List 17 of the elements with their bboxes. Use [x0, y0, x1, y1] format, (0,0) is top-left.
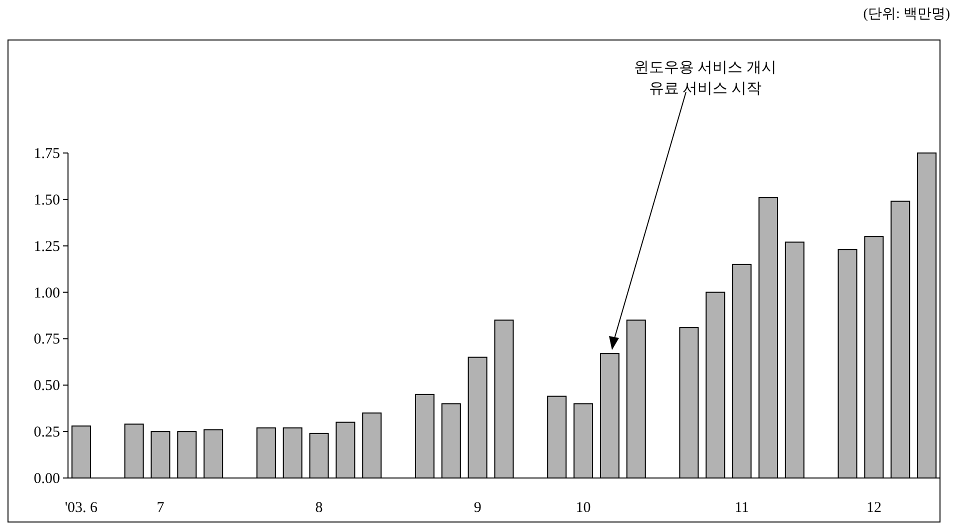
y-tick-label: 0.25 — [34, 424, 60, 441]
x-tick-label: 9 — [474, 500, 482, 516]
text: (단위: 백만명) — [863, 7, 950, 22]
y-tick-label: 1.25 — [34, 238, 60, 255]
x-tick-label: 7 — [156, 500, 165, 516]
x-tick-label: '03. 6 — [64, 500, 98, 516]
x-tick-label: 12 — [866, 500, 882, 516]
x-tick-label: 11 — [734, 500, 750, 516]
x-tick-label: 8 — [315, 500, 323, 516]
x-tick-label: 10 — [576, 500, 591, 516]
text: 윈도우용 서비스 개시 유료 서비스 시작 — [634, 60, 776, 97]
y-tick-label: 1.00 — [34, 285, 60, 302]
y-tick-label: 0.00 — [34, 471, 60, 487]
y-tick-label: 0.50 — [34, 378, 60, 394]
y-tick-label: 0.75 — [34, 332, 60, 348]
y-tick-label: 1.50 — [34, 192, 60, 208]
y-tick-label: 1.75 — [34, 146, 60, 162]
